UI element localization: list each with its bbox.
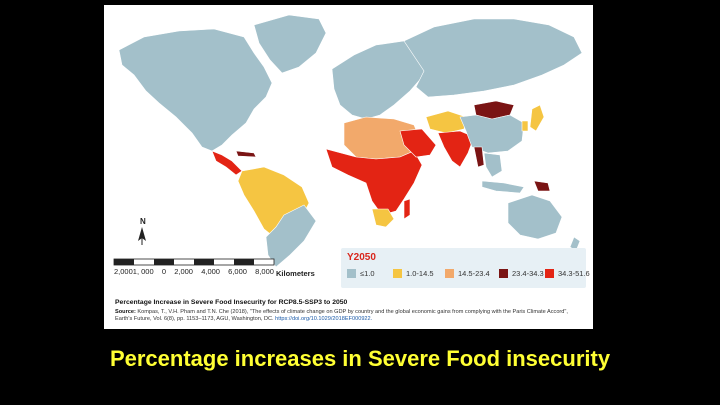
figure-title: Percentage Increase in Severe Food Insec… [115, 299, 348, 306]
legend-label: 14.5-23.4 [458, 269, 490, 278]
scale-tick: 4,000 [201, 267, 220, 276]
source-text: Kompas, T., V.H. Pham and T.N. Che (2018… [115, 309, 568, 322]
figure-source: Source: Kompas, T., V.H. Pham and T.N. C… [115, 309, 585, 323]
southeast-asia [483, 152, 503, 178]
north-arrow-icon [138, 227, 146, 245]
greenland [253, 14, 327, 74]
china [459, 114, 525, 154]
scale-unit: Kilometers [276, 269, 315, 278]
legend-item: ≤1.0 [347, 269, 375, 278]
source-label: Source: [115, 309, 136, 315]
legend-label: 23.4-34.3 [512, 269, 544, 278]
scale-tick: 0 [161, 267, 166, 276]
legend-label: 1.0-14.5 [406, 269, 434, 278]
japan [529, 104, 545, 132]
legend-item: 14.5-23.4 [445, 269, 490, 278]
scale-tick: 6,000 [228, 267, 247, 276]
indonesia [481, 180, 525, 194]
central-asia [425, 110, 467, 134]
cuba-caribbean [235, 150, 257, 158]
world-map [113, 14, 583, 268]
source-doi-link[interactable]: https://doi.org/10.1029/2018EF000922. [275, 316, 373, 322]
scale-tick: 8,000 [255, 267, 274, 276]
australia [507, 194, 563, 240]
north-asia [403, 18, 583, 98]
south-asia [437, 130, 475, 168]
scale-tick: 2,0001, 000 [114, 267, 154, 276]
south-america-south [265, 204, 317, 268]
legend-swatch [347, 269, 356, 278]
myanmar [473, 146, 485, 168]
korea [521, 120, 529, 132]
subsaharan-africa [325, 148, 423, 216]
central-america [211, 150, 243, 176]
north-america [118, 28, 273, 152]
papua-new-guinea [533, 180, 551, 192]
arabia [399, 128, 437, 158]
legend: Y2050 ≤1.0 1.0-14.5 14.5-23.4 23.4-34.3 … [341, 248, 590, 288]
map-panel: N 2,0001, 000 0 2,000 4,000 6,000 8,000 … [104, 5, 593, 329]
scale-ticks: 2,0001, 000 0 2,000 4,000 6,000 8,000 [114, 267, 274, 276]
legend-title: Y2050 [347, 252, 376, 263]
legend-swatch [545, 269, 554, 278]
legend-swatch [499, 269, 508, 278]
legend-swatch [445, 269, 454, 278]
scale-tick: 2,000 [174, 267, 193, 276]
north-label: N [140, 217, 146, 226]
europe [331, 40, 427, 120]
slide-caption: Percentage increases in Severe Food inse… [109, 346, 611, 371]
legend-item: 1.0-14.5 [393, 269, 434, 278]
legend-item: 34.3-51.6 [545, 269, 590, 278]
legend-swatch [393, 269, 402, 278]
southern-africa [371, 208, 395, 228]
legend-label: ≤1.0 [360, 269, 375, 278]
madagascar [403, 198, 411, 220]
scale-bar [113, 258, 275, 266]
legend-label: 34.3-51.6 [558, 269, 590, 278]
legend-item: 23.4-34.3 [499, 269, 544, 278]
